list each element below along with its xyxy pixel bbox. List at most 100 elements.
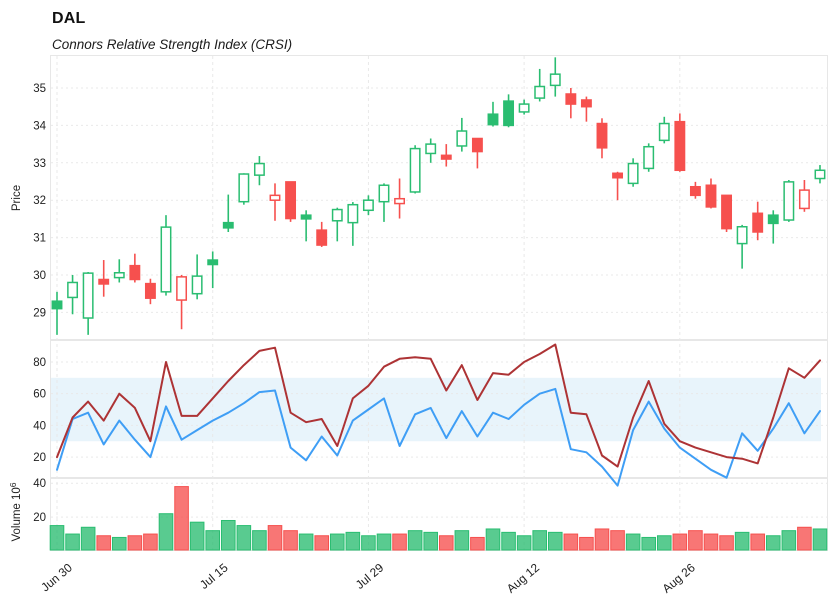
candlestick xyxy=(331,207,343,242)
volume-bar xyxy=(719,535,734,551)
crsi-tick-label: 80 xyxy=(33,357,46,369)
candlestick xyxy=(674,113,686,172)
candlestick xyxy=(767,210,779,244)
candlestick xyxy=(689,181,701,199)
candle-body xyxy=(191,275,203,295)
price-panel xyxy=(50,55,828,340)
candlestick xyxy=(534,68,546,102)
candle-body xyxy=(674,120,686,172)
volume-bar xyxy=(298,533,314,551)
x-tick-label: Aug 26 xyxy=(660,560,698,595)
candle-body xyxy=(394,197,406,205)
candlestick xyxy=(285,181,297,222)
volume-bar xyxy=(205,530,221,551)
price-tick-label: 32 xyxy=(33,195,46,207)
candle-body xyxy=(347,203,359,224)
volume-bar xyxy=(563,533,579,551)
volume-bar xyxy=(283,530,298,551)
candlestick xyxy=(253,156,265,186)
candlestick xyxy=(721,194,733,232)
candlestick xyxy=(191,254,203,300)
candle-body xyxy=(316,229,328,246)
volume-bar xyxy=(174,486,189,551)
price-tick-label: 35 xyxy=(33,83,46,95)
candlestick xyxy=(160,215,172,296)
crsi-tick-label: 40 xyxy=(33,420,46,432)
volume-bar xyxy=(189,521,205,551)
candlestick xyxy=(113,259,125,283)
candle-body xyxy=(705,184,717,208)
crsi-primary-line xyxy=(56,343,821,468)
candlestick xyxy=(300,210,312,242)
volume-bar xyxy=(765,535,781,551)
candle-body xyxy=(487,113,499,126)
price-tick-label: 29 xyxy=(33,307,46,319)
volume-panel xyxy=(50,478,828,551)
candlestick xyxy=(238,173,250,205)
candlestick xyxy=(67,275,79,315)
volume-bar xyxy=(314,535,330,551)
candlestick xyxy=(814,165,826,184)
volume-bar xyxy=(625,533,641,551)
volume-bar xyxy=(49,525,65,551)
chart-header: DAL Connors Relative Strength Index (CRS… xyxy=(52,10,652,52)
candle-body xyxy=(425,143,437,155)
volume-bar xyxy=(734,531,750,551)
candle-body xyxy=(285,181,297,220)
candle-body xyxy=(82,272,94,319)
candle-body xyxy=(269,194,281,201)
volume-bar xyxy=(376,533,392,551)
candlestick xyxy=(658,116,670,144)
candle-body xyxy=(253,162,265,176)
price-tick-label: 30 xyxy=(33,270,46,282)
candlestick xyxy=(82,272,94,335)
candle-body xyxy=(814,169,826,180)
volume-bar xyxy=(423,531,439,551)
candlestick xyxy=(98,260,110,297)
volume-bar xyxy=(127,535,143,551)
candlestick xyxy=(627,158,639,187)
volume-bar xyxy=(392,533,407,551)
candle-body xyxy=(549,73,561,87)
candle-body xyxy=(144,282,156,299)
candle-body xyxy=(176,276,188,301)
volume-bar xyxy=(454,530,470,551)
candlestick xyxy=(144,278,156,305)
candlestick xyxy=(596,118,608,159)
x-tick-label: Jul 29 xyxy=(353,560,387,592)
volume-bar xyxy=(267,525,283,551)
volume-bar xyxy=(750,533,765,551)
volume-bar xyxy=(470,536,485,551)
candlestick xyxy=(705,178,717,209)
candlestick xyxy=(752,201,764,241)
x-tick-label: Aug 12 xyxy=(504,560,542,595)
volume-bar xyxy=(80,526,96,551)
candlestick xyxy=(362,195,374,216)
crsi-panel xyxy=(50,340,828,478)
candlestick xyxy=(269,183,281,221)
candle-body xyxy=(643,145,655,170)
candlestick xyxy=(51,291,63,335)
chart-subtitle: Connors Relative Strength Index (CRSI) xyxy=(52,37,293,52)
volume-bar xyxy=(547,531,563,551)
candlestick xyxy=(518,99,530,115)
price-axis-title: Price xyxy=(11,185,23,211)
candlestick xyxy=(176,275,188,330)
crsi-tick-label: 60 xyxy=(33,389,46,401)
candlestick xyxy=(549,57,561,97)
candle-body xyxy=(409,147,421,193)
price-tick-label: 31 xyxy=(33,233,46,245)
candle-body xyxy=(612,172,624,179)
volume-bar xyxy=(220,519,236,551)
candle-body xyxy=(596,122,608,149)
candle-body xyxy=(580,99,592,108)
candle-body xyxy=(67,281,79,299)
volume-bar xyxy=(345,531,361,551)
candlestick xyxy=(207,251,219,289)
candle-body xyxy=(331,208,343,222)
candlestick xyxy=(394,178,406,219)
volume-bar xyxy=(158,513,174,551)
volume-axis-title: Volume 106 xyxy=(8,482,23,541)
candle-body xyxy=(627,162,639,185)
